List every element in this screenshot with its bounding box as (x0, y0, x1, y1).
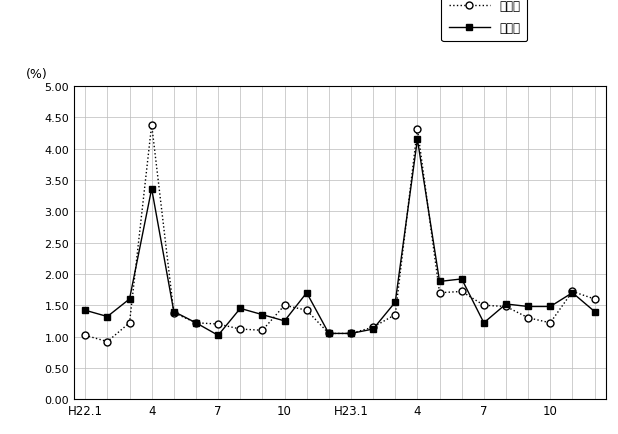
離職率 (281, 319, 288, 324)
入職率 (413, 127, 421, 132)
入職率 (480, 303, 488, 308)
離職率 (126, 297, 133, 302)
Line: 離職率: 離職率 (82, 137, 598, 339)
入職率 (126, 320, 133, 326)
入職率 (370, 325, 377, 330)
離職率 (591, 309, 598, 314)
Legend: 入職率, 離職率: 入職率, 離職率 (441, 0, 527, 42)
入職率 (502, 304, 510, 309)
入職率 (303, 308, 310, 313)
離職率 (170, 309, 177, 314)
入職率 (237, 327, 244, 332)
入職率 (148, 123, 155, 128)
離職率 (525, 304, 532, 309)
離職率 (325, 331, 332, 336)
離職率 (392, 300, 399, 305)
離職率 (370, 327, 377, 332)
入職率 (347, 331, 355, 336)
離職率 (502, 302, 510, 307)
入職率 (214, 322, 222, 327)
離職率 (458, 277, 465, 282)
Text: (%): (%) (27, 68, 48, 81)
入職率 (281, 303, 288, 308)
離職率 (413, 137, 421, 142)
離職率 (82, 308, 89, 313)
入職率 (392, 312, 399, 318)
入職率 (546, 320, 554, 326)
離職率 (546, 304, 554, 309)
入職率 (259, 328, 266, 333)
離職率 (214, 333, 222, 338)
離職率 (436, 279, 443, 284)
Line: 入職率: 入職率 (82, 122, 598, 345)
入職率 (525, 316, 532, 321)
入職率 (458, 289, 465, 294)
入職率 (170, 310, 177, 316)
離職率 (259, 312, 266, 318)
入職率 (436, 290, 443, 296)
離職率 (148, 187, 155, 192)
離職率 (192, 320, 200, 326)
入職率 (325, 331, 332, 336)
離職率 (104, 314, 111, 319)
離職率 (237, 306, 244, 311)
離職率 (303, 290, 310, 296)
入職率 (192, 320, 200, 326)
離職率 (347, 331, 355, 336)
入職率 (82, 333, 89, 338)
入職率 (569, 289, 576, 294)
離職率 (480, 320, 488, 326)
離職率 (569, 290, 576, 296)
入職率 (104, 339, 111, 345)
入職率 (591, 297, 598, 302)
